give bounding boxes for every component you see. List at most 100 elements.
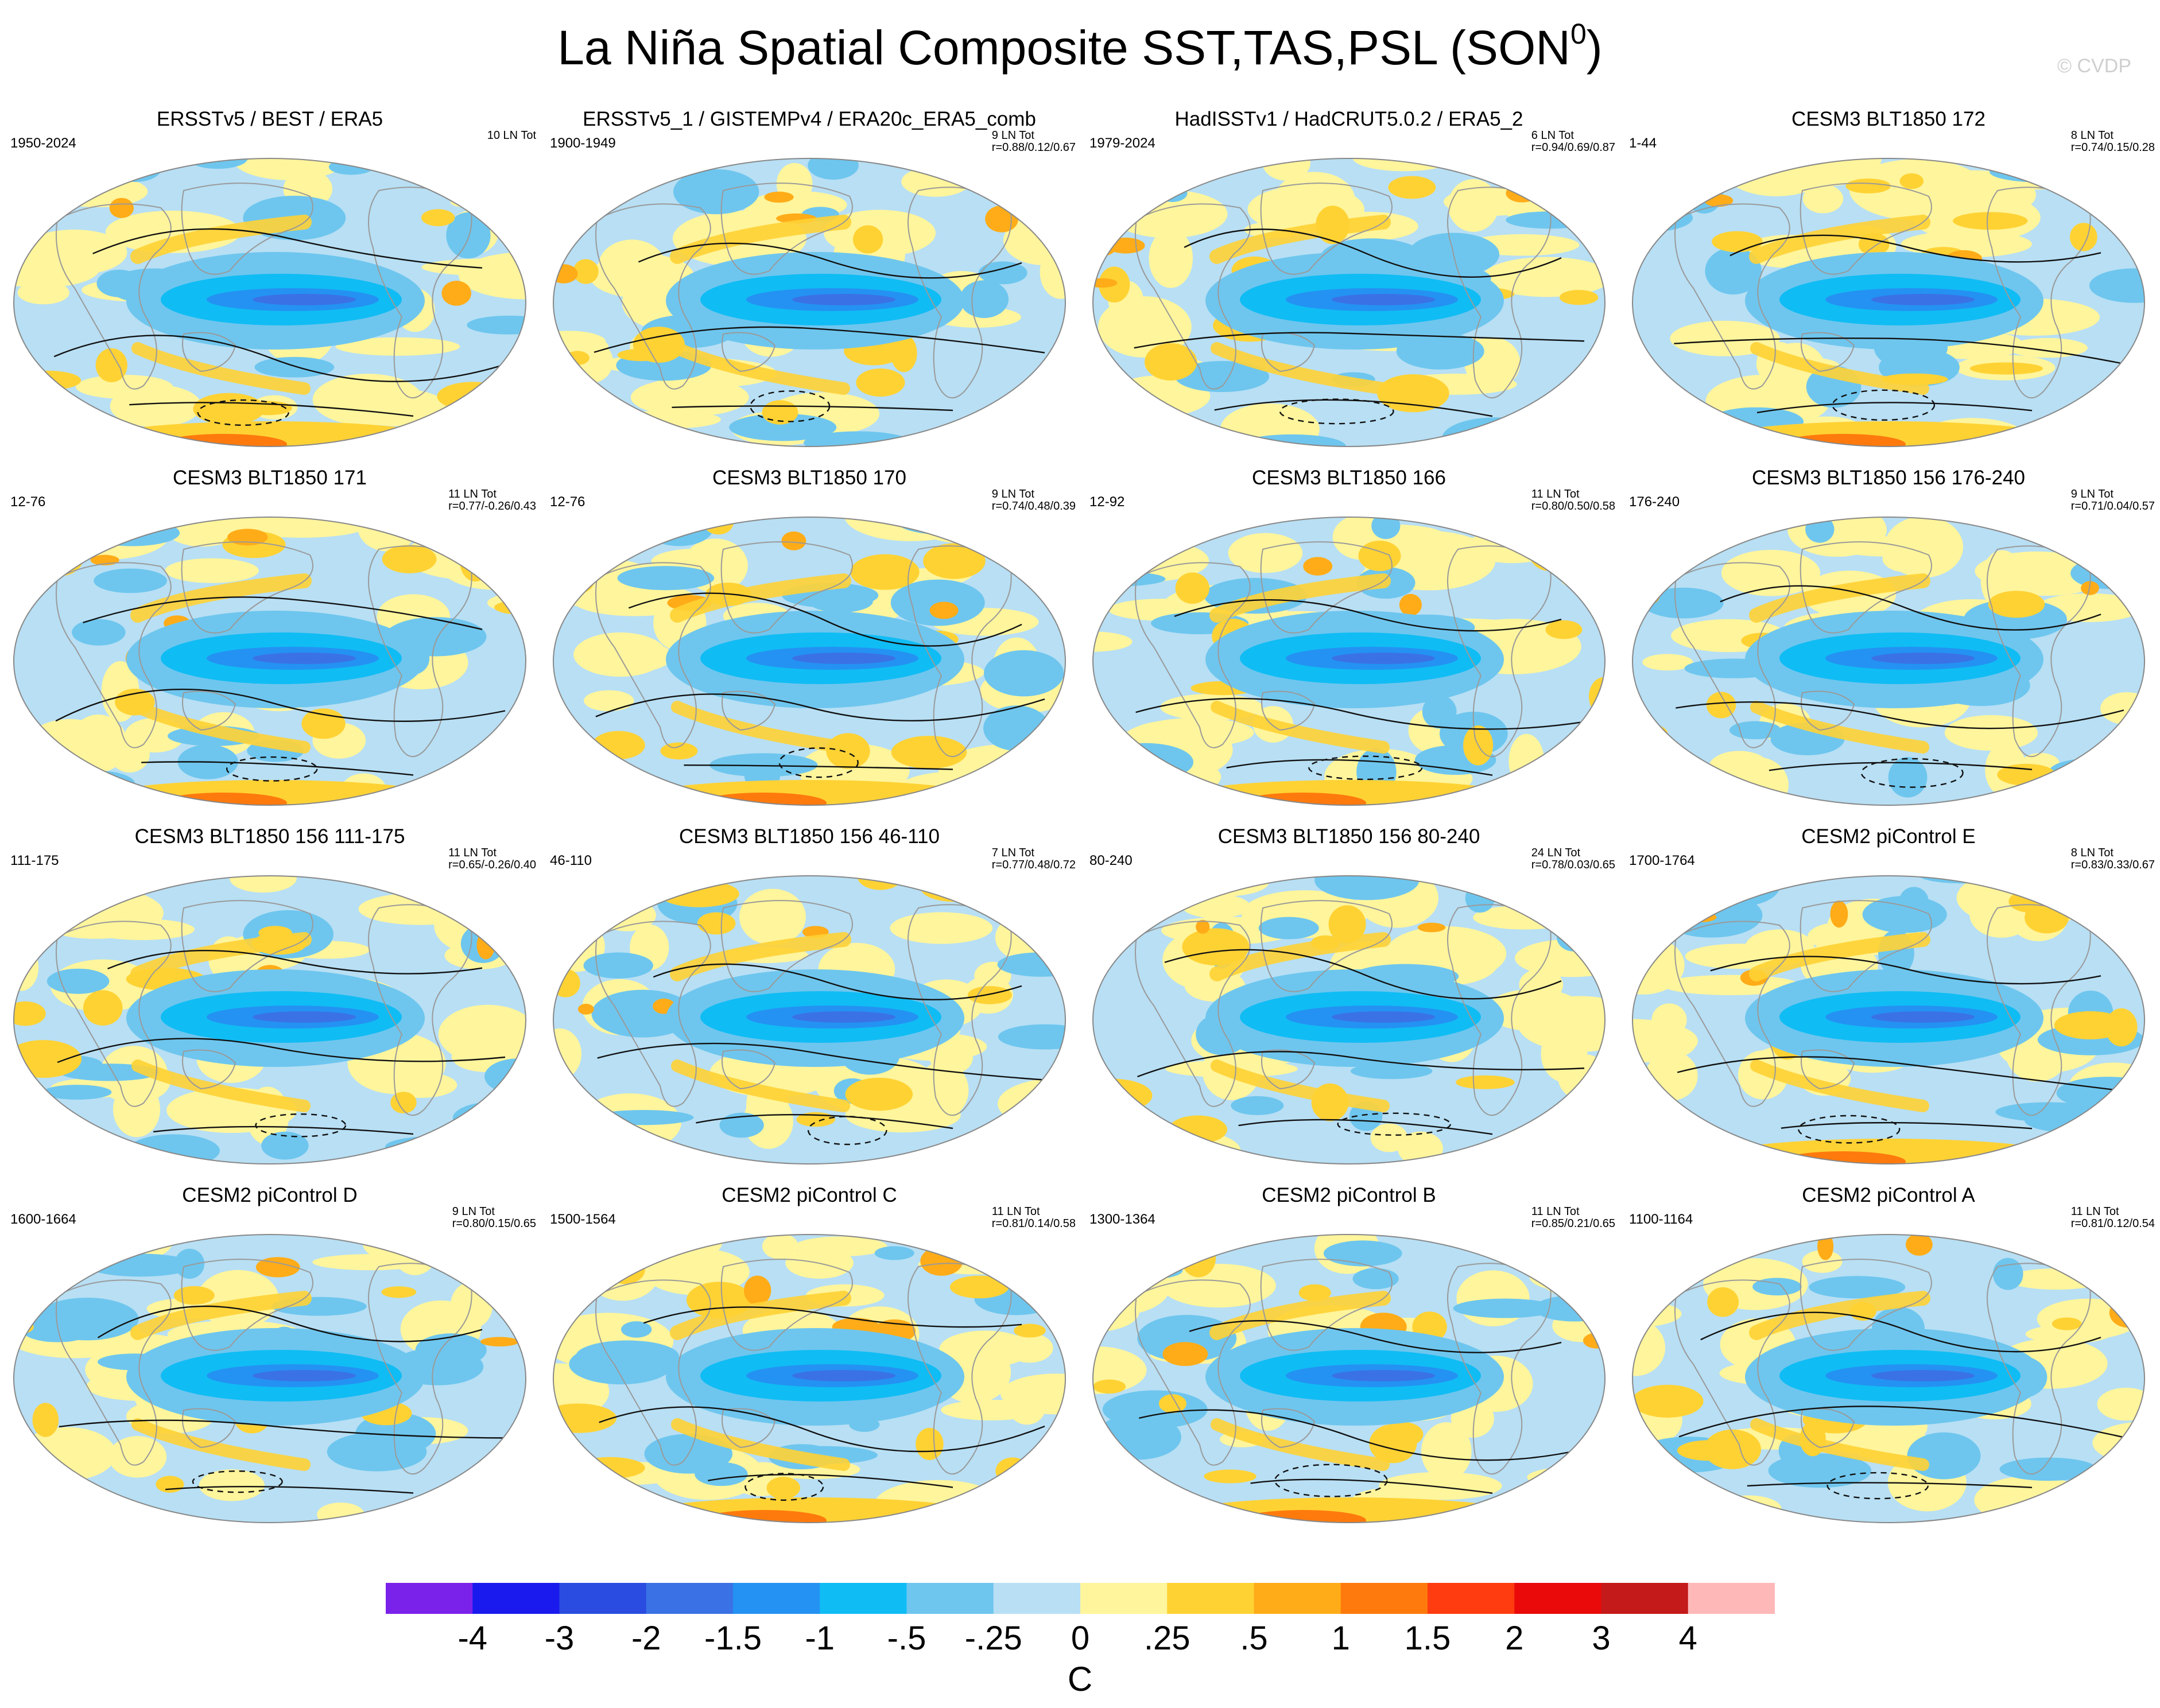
psl-contour — [595, 693, 1045, 721]
map-border — [1092, 517, 1606, 806]
map-panel: CESM2 piControl A 1100-1164 11 LN Tot r=0.8… — [1619, 1179, 2158, 1538]
anomaly-patch — [72, 619, 126, 646]
panel-period: 1900-1949 — [550, 135, 616, 151]
anomaly-patch — [1632, 735, 1677, 794]
anomaly-patch — [385, 1136, 486, 1158]
continent-outline — [1674, 921, 1790, 1107]
panel-event-count: 8 LN Tot — [2070, 847, 2114, 859]
anomaly-patch — [327, 1432, 427, 1472]
anomaly-patch — [335, 337, 460, 356]
credit-watermark: © CVDP — [2057, 55, 2131, 77]
panel-title: CESM3 BLT1850 170 — [712, 467, 906, 489]
anomaly-patch — [15, 370, 82, 390]
anomaly-patch — [1721, 549, 1821, 596]
anomaly-patch — [743, 1275, 771, 1306]
anomaly-patch — [1417, 922, 1446, 933]
anomaly-patch — [41, 395, 84, 420]
psl-contour — [696, 1113, 953, 1129]
panel-period: 1500-1564 — [550, 1212, 616, 1227]
colorbar-tick-label: 3 — [1592, 1620, 1610, 1652]
anomaly-patch — [23, 753, 88, 805]
continent-outline — [56, 1279, 172, 1466]
map-panel: CESM2 piControl E 1700-1764 8 LN Tot r=0.83… — [1619, 821, 2158, 1179]
anomaly-patch — [42, 1085, 112, 1100]
panel-title: CESM3 BLT1850 156 111-175 — [134, 825, 405, 848]
psl-contour — [1139, 1409, 1585, 1461]
warm-horseshoe-arm — [1211, 1059, 1390, 1112]
anomaly-patch — [1352, 1268, 1399, 1290]
continent-outline — [1800, 183, 1932, 275]
panel-title: CESM2 piControl A — [1802, 1184, 1975, 1206]
anomaly-patch — [578, 876, 607, 889]
psl-contour — [55, 688, 506, 722]
colorbar-tick-label: 2 — [1505, 1620, 1523, 1652]
colorbar-tick-label: -1.5 — [704, 1620, 762, 1652]
map-border — [1632, 1234, 2145, 1523]
anomaly-patch — [1518, 263, 1583, 289]
anomaly-patch — [199, 1469, 265, 1501]
psl-contour-negative — [192, 1470, 283, 1493]
anomaly-patch — [916, 1427, 944, 1461]
warm-horseshoe-arm — [1750, 1059, 1929, 1112]
anomaly-patch — [255, 1257, 300, 1278]
psl-contour — [628, 592, 1022, 647]
map-border — [553, 875, 1066, 1164]
psl-contour — [643, 1306, 1022, 1328]
psl-contour — [92, 228, 483, 269]
robinson-map — [1092, 875, 1606, 1164]
anomaly-patch — [2074, 409, 2145, 436]
anomaly-patch — [2008, 337, 2088, 358]
anomaly-patch — [1685, 173, 1723, 214]
panel-stats: 11 LN Tot r=0.81/0.14/0.58 — [992, 1206, 1076, 1230]
continent-outline — [595, 203, 711, 390]
map-border — [13, 517, 526, 806]
anomaly-patch — [1168, 1115, 1227, 1144]
map-border — [1092, 875, 1606, 1164]
anomaly-patch — [2070, 887, 2100, 918]
anomaly-patch — [358, 892, 482, 925]
warm-horseshoe-arm — [1209, 932, 1391, 981]
colorbar-tick-label: .25 — [1144, 1620, 1190, 1652]
anomaly-patch — [553, 1486, 602, 1512]
anomaly-patch — [621, 1321, 652, 1338]
colorbar-unit: C — [1067, 1660, 1093, 1698]
warm-horseshoe-arm — [1211, 342, 1390, 395]
anomaly-patch — [1671, 158, 1780, 169]
map-panel: CESM3 BLT1850 156 176-240 176-240 9 LN Tot… — [1619, 462, 2158, 821]
anomaly-patch — [502, 1108, 526, 1163]
panel-period: 1700-1764 — [1629, 853, 1695, 868]
warm-horseshoe-arm — [130, 215, 312, 264]
psl-contours — [1139, 1319, 1585, 1497]
anomaly-patch — [108, 1436, 167, 1478]
anomaly-patch — [1707, 1287, 1739, 1317]
anomaly-patch — [697, 912, 736, 935]
anomaly-patch — [1899, 173, 1924, 189]
colorbar-swatch — [646, 1583, 734, 1614]
panel-event-count: 11 LN Tot — [448, 847, 497, 859]
psl-contour — [599, 1406, 1045, 1453]
continent-outline — [722, 1049, 776, 1090]
anomaly-patch — [978, 261, 1027, 285]
colorbar-tick-label: .5 — [1240, 1620, 1267, 1652]
continent-outline — [1800, 541, 1932, 634]
continent-outline — [1135, 1279, 1251, 1466]
anomaly-patch — [14, 525, 96, 545]
panel-period: 111-175 — [10, 853, 59, 868]
anomaly-patch — [1124, 517, 1139, 530]
panel-period: 1600-1664 — [10, 1212, 76, 1227]
continent-outline — [595, 562, 711, 748]
anomaly-patch — [381, 1286, 417, 1298]
continent-outline — [595, 921, 711, 1107]
anomaly-patch — [463, 517, 526, 532]
colorbar-swatch — [820, 1583, 907, 1614]
anomaly-patch — [312, 374, 423, 426]
anomaly-patch — [390, 1092, 417, 1113]
anomaly-patch — [1328, 905, 1366, 944]
anomaly-patch — [890, 334, 917, 372]
panel-stats: 11 LN Tot r=0.85/0.21/0.65 — [1531, 1206, 1615, 1230]
anomaly-patch — [1102, 1480, 1174, 1509]
cold-tongue-core — [792, 1370, 895, 1381]
anomaly-patch — [808, 590, 873, 613]
anomaly-patch — [94, 568, 168, 593]
psl-contour-negative — [197, 399, 289, 426]
